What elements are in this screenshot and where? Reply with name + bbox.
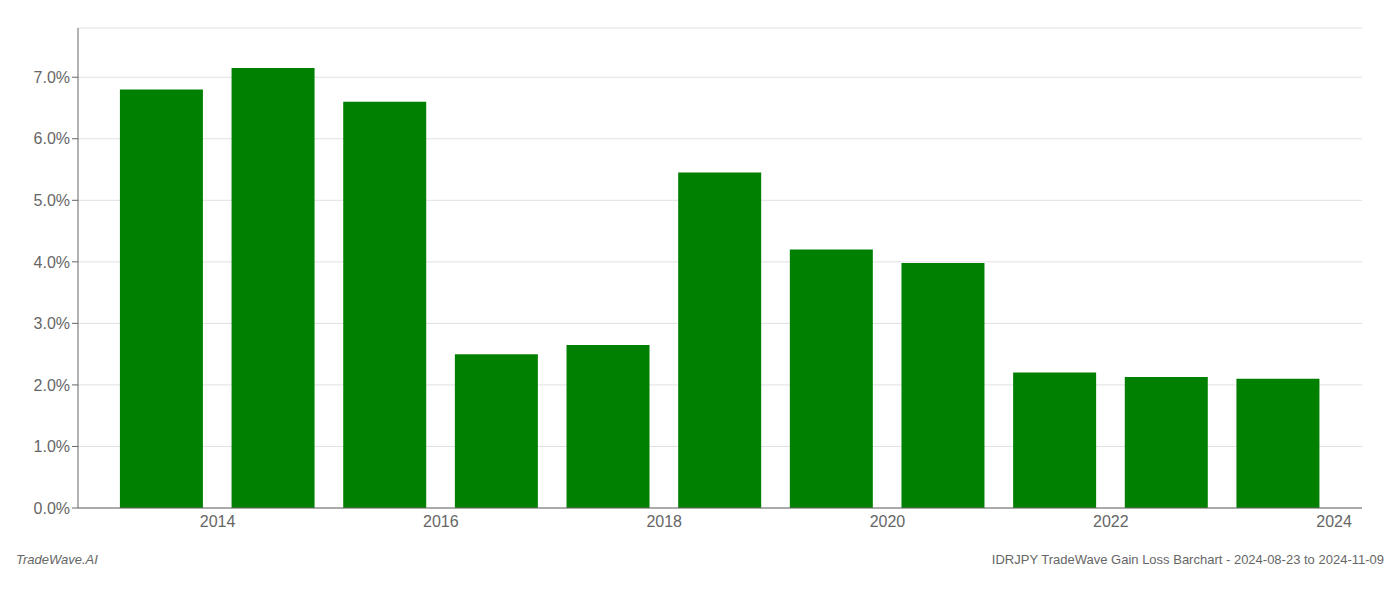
svg-text:0.0%: 0.0% [34, 500, 70, 517]
html-text:IDRJPY TradeWave Gain Loss Bar: IDRJPY TradeWave Gain Loss Barchart - 20… [991, 552, 1384, 567]
svg-text:2.0%: 2.0% [34, 377, 70, 394]
svg-text:7.0%: 7.0% [34, 69, 70, 86]
html-text:TradeWave.AI: TradeWave.AI [16, 552, 98, 567]
svg-text:1.0%: 1.0% [34, 438, 70, 455]
svg-text:2018: 2018 [646, 513, 682, 530]
svg-text:2016: 2016 [423, 513, 459, 530]
svg-text:2014: 2014 [200, 513, 236, 530]
svg-text:3.0%: 3.0% [34, 315, 70, 332]
svg-text:2020: 2020 [870, 513, 906, 530]
svg-text:6.0%: 6.0% [34, 130, 70, 147]
svg-text:5.0%: 5.0% [34, 192, 70, 209]
svg-text:2024: 2024 [1316, 513, 1352, 530]
svg-text:2022: 2022 [1093, 513, 1129, 530]
svg-text:4.0%: 4.0% [34, 254, 70, 271]
